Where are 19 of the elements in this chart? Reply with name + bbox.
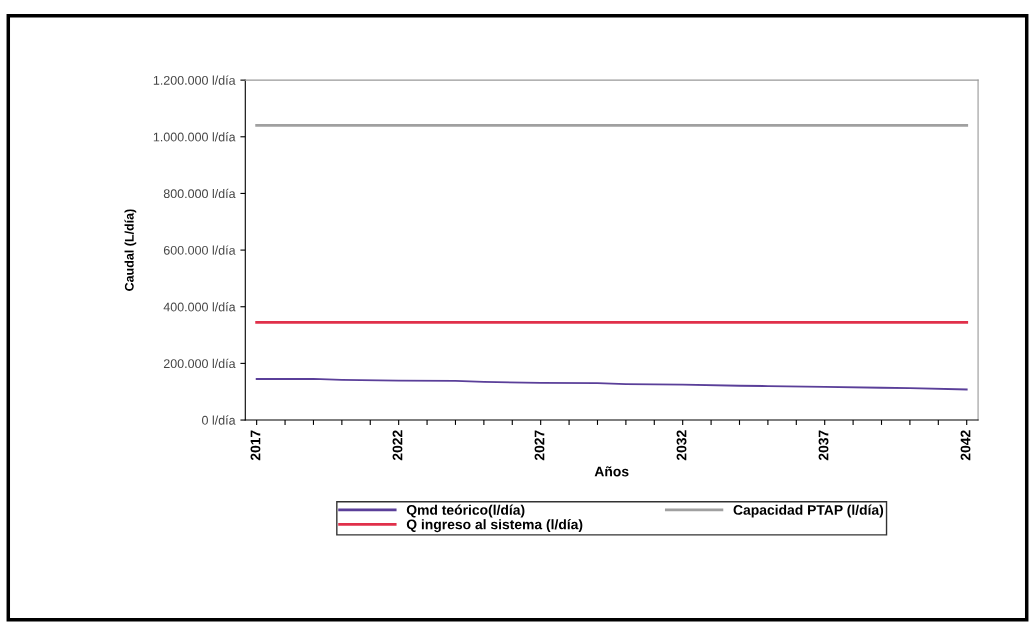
x-tick-label: 2022 xyxy=(392,430,403,461)
y-tick-label: 400.000 l/día xyxy=(163,302,236,312)
y-tick-label: 1.000.000 l/día xyxy=(153,132,236,142)
y-tick-label: 1.200.000 l/día xyxy=(153,75,236,85)
line-series xyxy=(255,378,968,391)
x-tick-label: 2017 xyxy=(250,430,261,461)
x-tick-label: 2037 xyxy=(818,430,829,461)
y-tick-label: 200.000 l/día xyxy=(163,358,236,369)
legend-label: Capacidad PTAP (l/día) xyxy=(733,504,884,518)
legend-label: Q ingreso al sistema (l/día) xyxy=(406,519,583,533)
y-tick-label: 800.000 l/día xyxy=(163,188,236,199)
y-axis-title: Caudal (L/día) xyxy=(124,209,137,291)
x-tick-label: 2027 xyxy=(534,430,545,461)
x-tick-label: 2032 xyxy=(676,430,687,461)
y-tick-label: 600.000 l/día xyxy=(163,245,236,255)
x-axis-title: Años xyxy=(594,466,629,477)
x-tick-label: 2042 xyxy=(960,430,971,461)
legend-label: Qmd teórico(l/día) xyxy=(406,504,525,518)
y-tick-label: 0 l/día xyxy=(202,415,236,425)
